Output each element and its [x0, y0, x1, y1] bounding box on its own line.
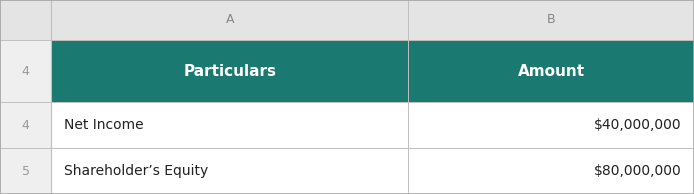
Bar [408, 0, 694, 40]
Bar [51, 148, 408, 194]
Bar [0, 0, 51, 40]
Text: Shareholder’s Equity: Shareholder’s Equity [64, 164, 208, 178]
Bar [51, 148, 408, 194]
Bar [408, 40, 694, 102]
Bar [51, 102, 408, 148]
Bar [0, 102, 51, 148]
Bar [51, 40, 408, 102]
Text: $40,000,000: $40,000,000 [594, 118, 682, 132]
Text: $80,000,000: $80,000,000 [594, 164, 682, 178]
Bar [0, 40, 51, 102]
Bar [408, 40, 694, 102]
Bar [408, 102, 694, 148]
Bar [408, 102, 694, 148]
Bar [0, 102, 51, 148]
Bar [0, 0, 51, 40]
Text: A: A [226, 13, 234, 27]
Bar [408, 148, 694, 194]
Bar [51, 102, 408, 148]
Bar [408, 0, 694, 40]
Bar [0, 148, 51, 194]
Bar [51, 40, 408, 102]
Bar [51, 0, 408, 40]
Bar [51, 0, 408, 40]
Text: Amount: Amount [518, 63, 584, 79]
Bar [0, 148, 51, 194]
Text: B: B [547, 13, 555, 27]
Text: 4: 4 [22, 119, 30, 132]
Text: Particulars: Particulars [183, 63, 276, 79]
Bar [0, 40, 51, 102]
Text: Net Income: Net Income [64, 118, 144, 132]
Bar [408, 148, 694, 194]
Text: 4: 4 [22, 64, 30, 78]
Text: 5: 5 [22, 165, 30, 178]
